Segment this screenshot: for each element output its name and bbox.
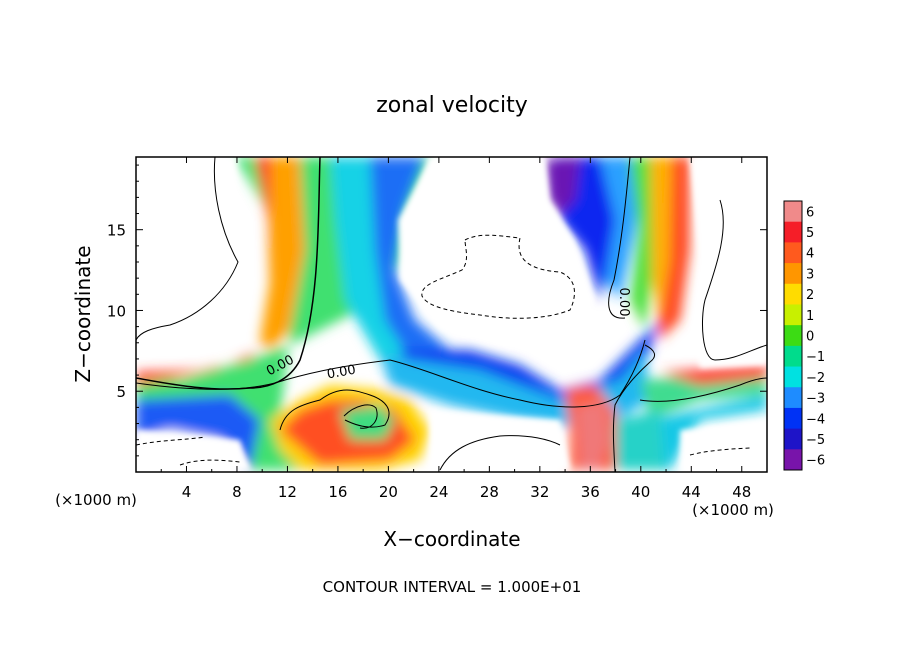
colorbar-swatch [784, 366, 802, 388]
x-axis-title: X−coordinate [383, 527, 520, 551]
colorbar: 6 5 4 3 2 1 0 −1 −2 −3 −4 −5 −6 [783, 200, 825, 471]
chart-title: zonal velocity [376, 93, 528, 118]
colorbar-label: −5 [806, 433, 825, 448]
y-tick-label: 10 [107, 302, 126, 320]
colorbar-swatch [784, 325, 802, 347]
x-tick-label: 28 [480, 483, 499, 501]
dashed-contours [136, 234, 751, 466]
colorbar-swatch [784, 407, 802, 430]
colorbar-label: 6 [806, 205, 814, 220]
x-tick-label: 24 [429, 483, 448, 501]
x-tick-label: 40 [631, 483, 650, 501]
x-tick-label: 4 [182, 483, 192, 501]
x-tick-label: 32 [530, 483, 549, 501]
x-tick-label: 8 [232, 483, 242, 501]
colorbar-swatch [784, 449, 802, 471]
colorbar-swatch [784, 345, 802, 368]
contour-label: 0.00 [616, 288, 631, 317]
contour-lines [136, 157, 767, 472]
colorbar-swatch [784, 201, 802, 223]
x-tick-label: 36 [581, 483, 600, 501]
colorbar-label: −6 [806, 454, 825, 469]
contour-label: 0.00 [326, 363, 357, 383]
colorbar-label: 5 [806, 226, 814, 241]
colorbar-label: 3 [806, 267, 814, 282]
x-tick-label: 44 [682, 483, 701, 501]
colorbar-label: 2 [806, 288, 814, 303]
colorbar-label: 0 [806, 330, 814, 345]
colorbar-swatch [784, 387, 802, 409]
colorbar-label: −3 [806, 392, 825, 407]
colorbar-swatch [784, 221, 802, 243]
x-tick-label: 12 [278, 483, 297, 501]
contour-interval-note: CONTOUR INTERVAL = 1.000E+01 [323, 578, 582, 596]
x-unit-left: (×1000 m) [55, 491, 137, 509]
x-tick-label: 20 [379, 483, 398, 501]
colorbar-label: −4 [806, 412, 825, 427]
colorbar-label: 1 [806, 309, 814, 324]
colorbar-frame [783, 200, 803, 471]
colorbar-swatch [784, 304, 802, 326]
x-tick-label: 48 [732, 483, 751, 501]
colorbar-label: −2 [806, 371, 825, 386]
y-tick-label: 15 [107, 222, 126, 240]
colorbar-swatch [784, 428, 802, 450]
x-tick-label: 16 [328, 483, 347, 501]
x-unit-right: (×1000 m) [692, 501, 774, 519]
colorbar-label: −1 [806, 350, 825, 365]
y-axis: 5 10 15 [107, 164, 767, 457]
colorbar-label: 4 [806, 247, 814, 262]
velocity-field: 0.00 0.00 0.00 [136, 157, 767, 472]
x-axis: 4 8 12 16 20 24 28 32 36 40 44 48 [160, 157, 751, 501]
colorbar-swatch [784, 263, 802, 285]
plot-frame [135, 156, 768, 473]
colorbar-swatch [784, 242, 802, 264]
y-tick-label: 5 [116, 383, 126, 401]
colorbar-swatch [784, 283, 802, 305]
y-axis-title: Z−coordinate [71, 245, 95, 382]
